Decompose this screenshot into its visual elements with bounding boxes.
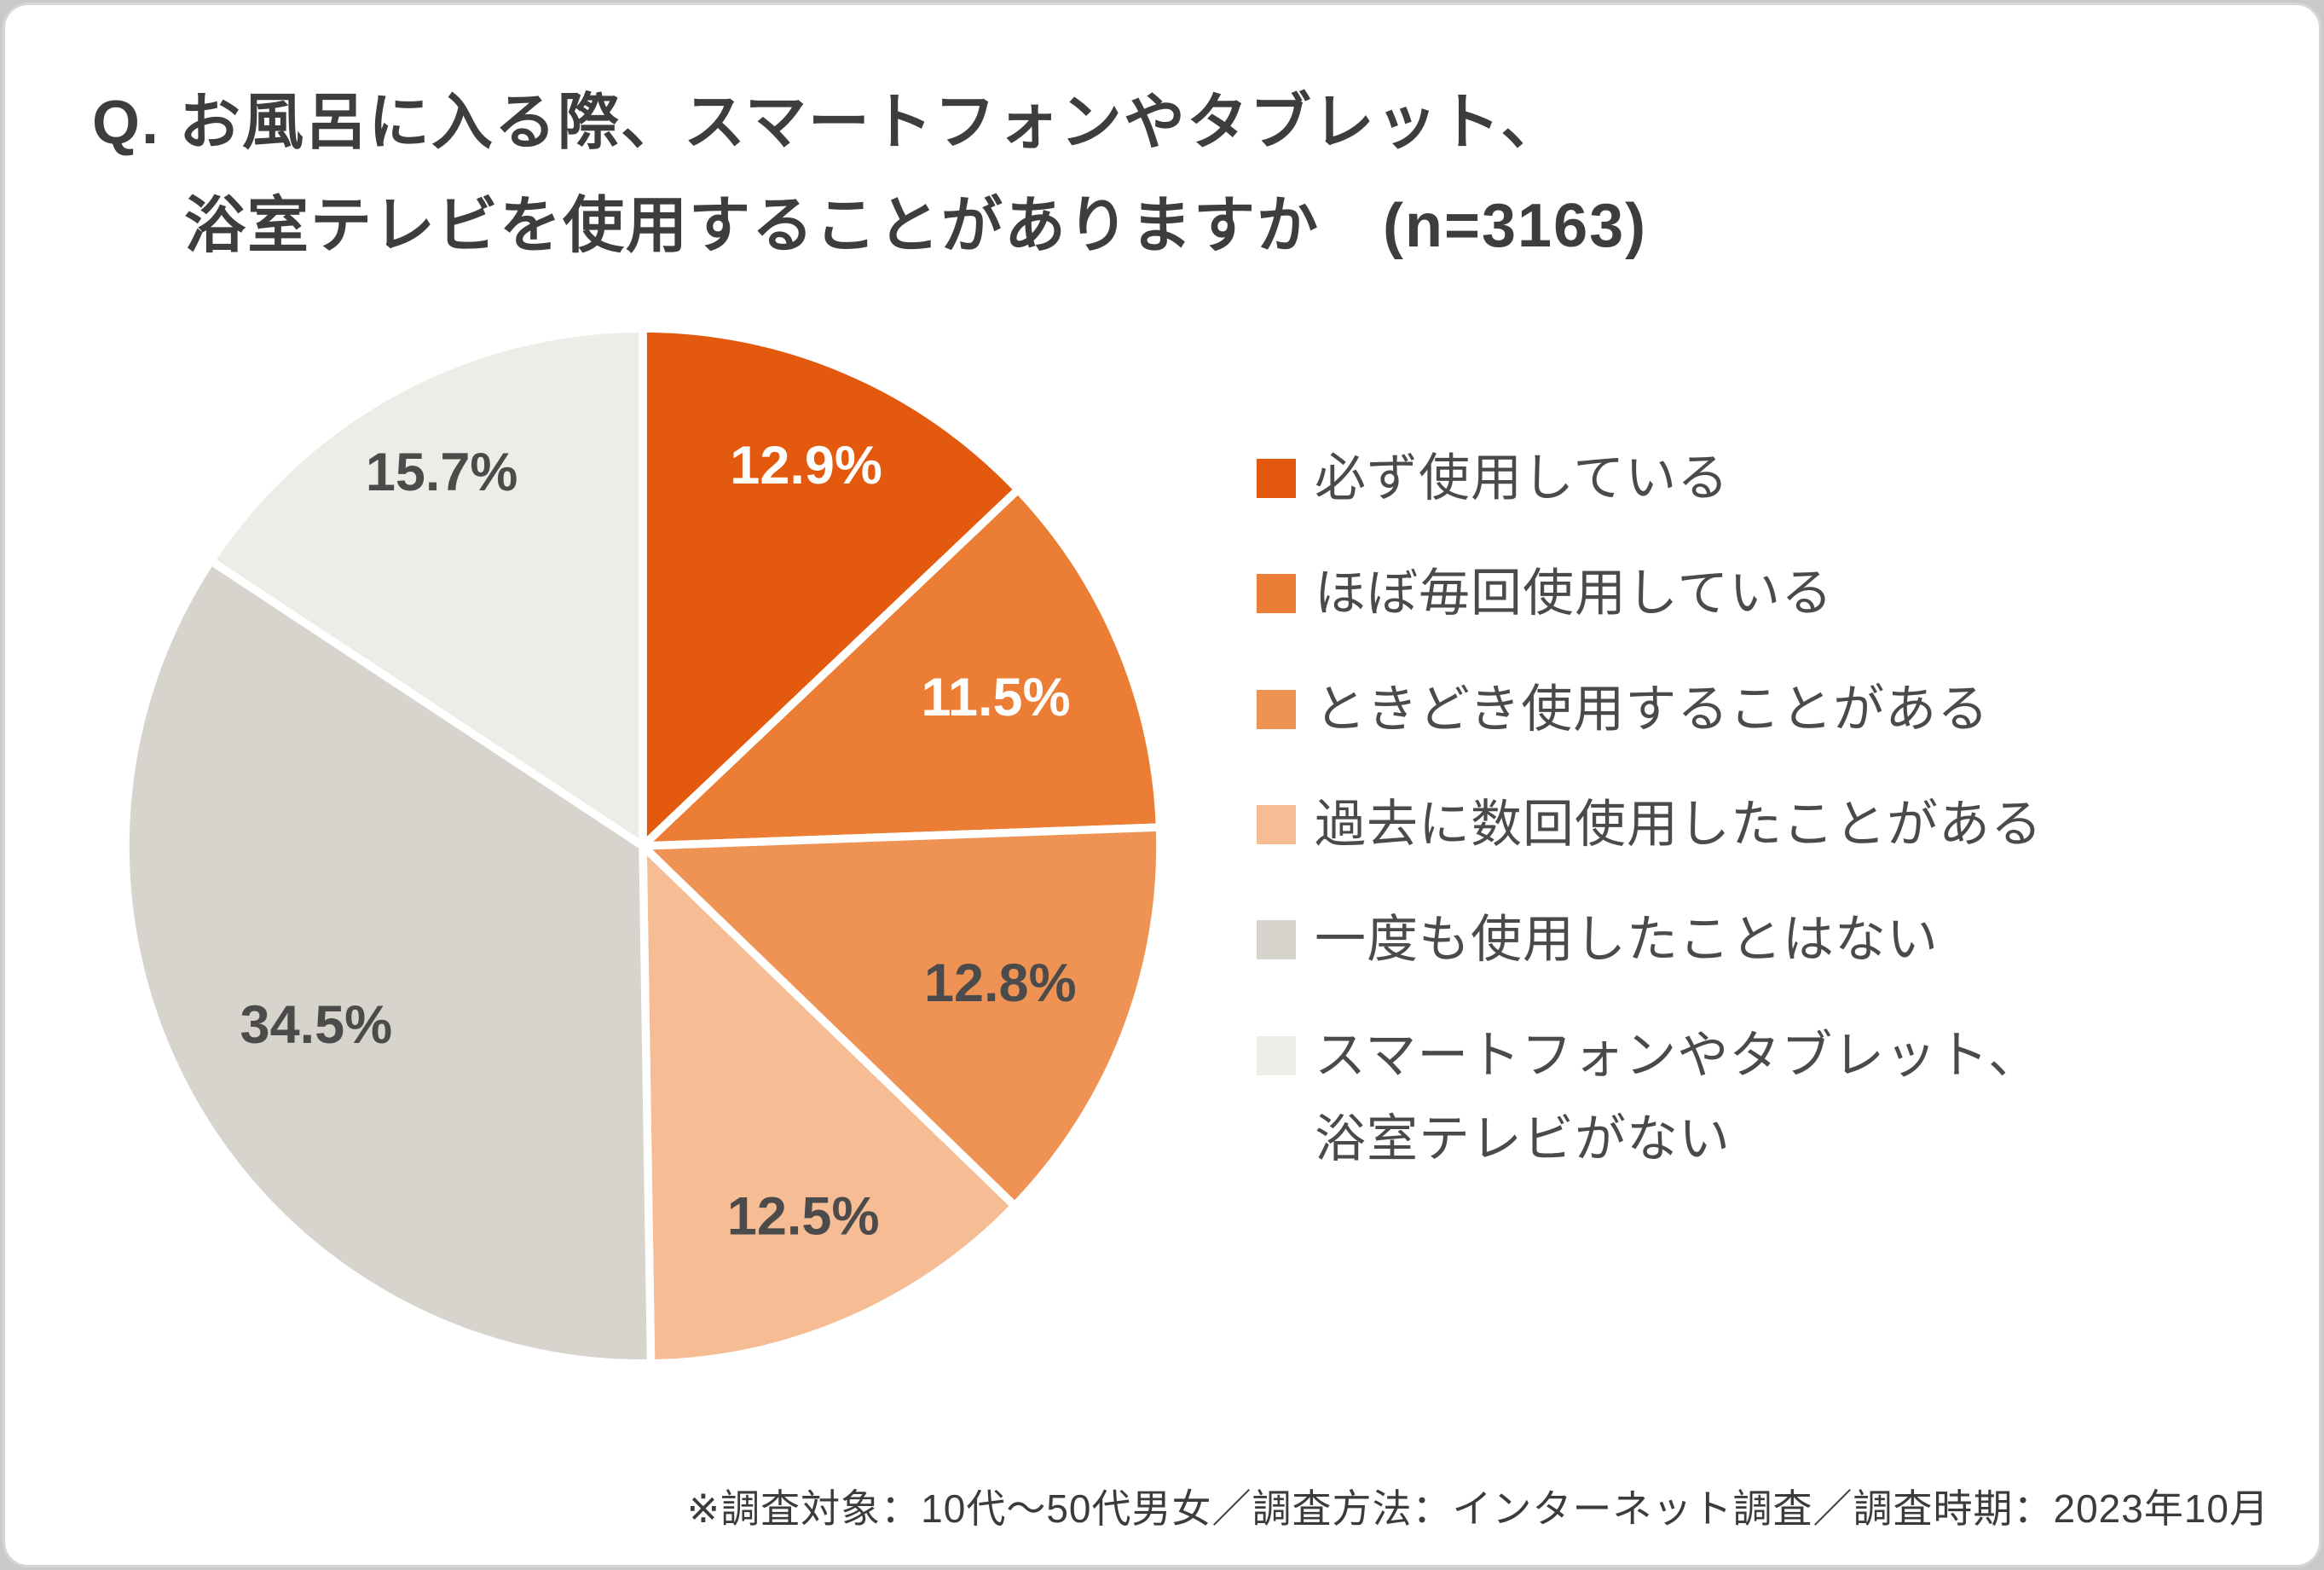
pie-slice-0 — [639, 324, 1022, 850]
legend-swatch-icon — [1257, 574, 1296, 614]
pie-chart-container: 12.9% 11.5% 12.8% 12.5% 34.5% 15.7% — [106, 309, 1180, 1383]
legend-label: 必ず使用している — [1315, 449, 1730, 507]
title-line-2: 浴室テレビを使用することがありますか (n=3163) — [184, 191, 1648, 260]
pie-slice-3 — [639, 842, 1019, 1368]
pie-slice-5 — [206, 324, 647, 850]
legend-item-3: 過去に数回使用したことがある — [1257, 783, 2194, 866]
legend-swatch-icon — [1257, 920, 1296, 960]
pie-slice-label-2: 12.8% — [924, 953, 1077, 1013]
legend-label: ときどき使用することがある — [1315, 680, 1990, 738]
legend-item-2: ときどき使用することがある — [1257, 668, 2194, 751]
chart-area: 12.9% 11.5% 12.8% 12.5% 34.5% 15.7% 必ず使用しているほ… — [5, 309, 2319, 1383]
pie-chart: 12.9% 11.5% 12.8% 12.5% 34.5% 15.7% — [121, 324, 1165, 1368]
legend-item-1: ほぼ毎回使用している — [1257, 552, 2194, 635]
legend-label: 過去に数回使用したことがある — [1315, 796, 2043, 854]
legend-swatch-icon — [1257, 689, 1296, 729]
legend-item-5: スマートフォンやタブレット、 浴室テレビがない — [1257, 1014, 2194, 1182]
pie-slice-4 — [121, 556, 656, 1368]
legend-label: スマートフォンやタブレット、 浴室テレビがない — [1315, 1026, 2040, 1168]
legend-item-4: 一度も使用したことはない — [1257, 898, 2194, 982]
pie-slice-label-4: 34.5% — [240, 995, 393, 1055]
survey-footnote: ※調査対象：10代～50代男女／調査方法：インターネット調査／調査時期：2023… — [686, 1486, 2269, 1531]
legend: 必ず使用しているほぼ毎回使用しているときどき使用することがある 過去に数回使用した… — [1257, 309, 2194, 1383]
pie-slice-2 — [639, 823, 1165, 1210]
legend-item-0: 必ず使用している — [1257, 437, 2194, 520]
page-title: Q. お風呂に入る際、スマートフォンやタブレット、 浴室テレビを使用することがあ… — [5, 5, 2319, 278]
legend-swatch-icon — [1257, 1035, 1296, 1075]
pie-slice-label-3: 12.5% — [727, 1186, 880, 1246]
legend-swatch-icon — [1257, 805, 1296, 845]
legend-label: ほぼ毎回使用している — [1315, 565, 1834, 623]
pie-slice-label-5: 15.7% — [366, 443, 518, 502]
infographic-card: Q. お風呂に入る際、スマートフォンやタブレット、 浴室テレビを使用することがあ… — [3, 3, 2321, 1567]
pie-slice-label-0: 12.9% — [730, 436, 882, 495]
title-line-1: Q. お風呂に入る際、スマートフォンやタブレット、 — [92, 89, 1564, 157]
pie-slice-label-1: 11.5% — [921, 668, 1070, 727]
legend-swatch-icon — [1257, 458, 1296, 498]
legend-label: 一度も使用したことはない — [1315, 911, 1939, 969]
pie-slice-1 — [639, 485, 1165, 850]
